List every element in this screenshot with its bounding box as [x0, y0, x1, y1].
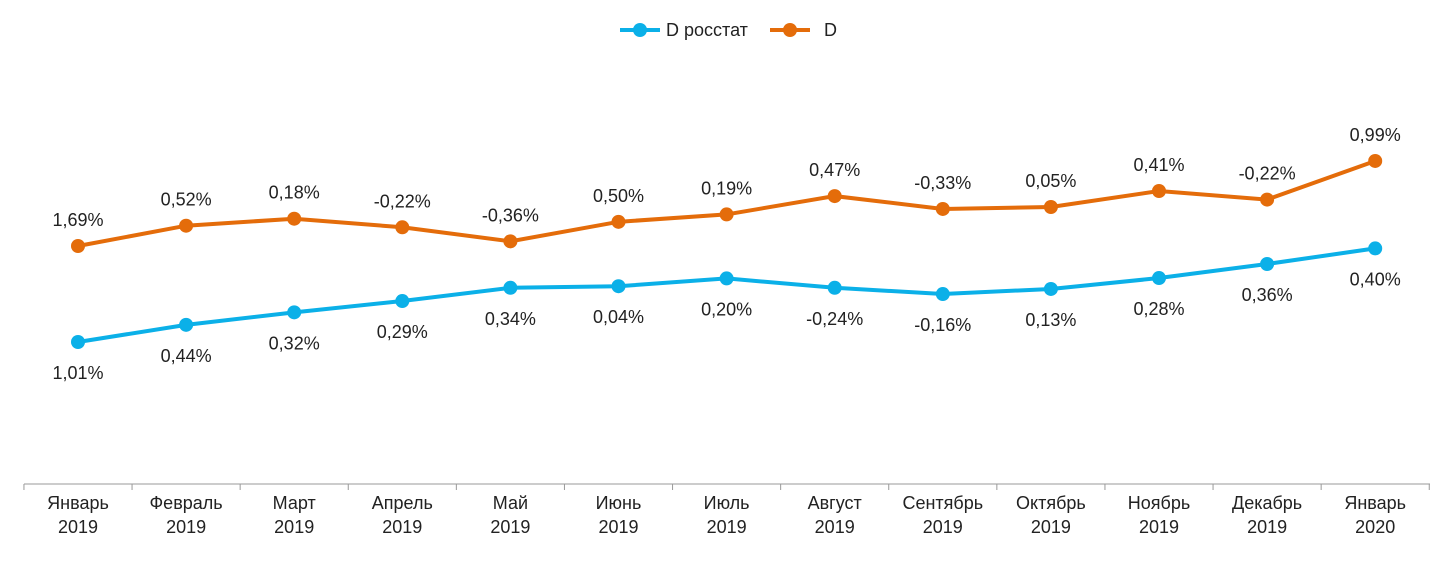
- data-label: 0,28%: [1133, 299, 1184, 319]
- data-point: [935, 201, 950, 216]
- data-point: [1043, 281, 1058, 296]
- x-tick-label-month: Март: [273, 493, 316, 513]
- x-tick-label-month: Октябрь: [1016, 493, 1086, 513]
- x-tick-label-year: 2019: [923, 517, 963, 537]
- data-point: [1260, 257, 1275, 271]
- x-tick-label-month: Январь: [1344, 493, 1406, 513]
- data-point: [503, 234, 518, 249]
- x-tick-label-month: Ноябрь: [1128, 493, 1190, 513]
- data-label: -0,24%: [806, 309, 863, 329]
- data-label: 0,40%: [1350, 269, 1401, 289]
- data-point: [71, 335, 85, 349]
- data-label: 0,32%: [269, 333, 320, 353]
- data-point: [611, 279, 626, 294]
- x-tick-label-year: 2019: [1139, 517, 1179, 537]
- data-point: [1368, 153, 1383, 168]
- data-point: [395, 294, 410, 309]
- data-point: [71, 239, 85, 253]
- data-label: -0,16%: [914, 315, 971, 335]
- data-label: 0,19%: [701, 178, 752, 198]
- data-label: -0,33%: [914, 173, 971, 193]
- legend-label: D росстат: [666, 20, 748, 40]
- x-tick-label-year: 2019: [58, 517, 98, 537]
- data-point: [827, 280, 842, 295]
- x-tick-label-month: Апрель: [372, 493, 433, 513]
- legend-label: D: [824, 20, 837, 40]
- data-label: 0,50%: [593, 186, 644, 206]
- data-point: [287, 305, 302, 320]
- data-point: [179, 317, 194, 332]
- x-tick-label-year: 2019: [382, 517, 422, 537]
- data-point: [1260, 192, 1275, 207]
- x-tick-label-year: 2019: [166, 517, 206, 537]
- x-tick-label-year: 2019: [815, 517, 855, 537]
- data-label: 1,69%: [52, 210, 103, 230]
- legend-marker: [633, 23, 647, 37]
- x-tick-label-month: Декабрь: [1232, 493, 1302, 513]
- data-point: [719, 271, 734, 286]
- data-label: 0,44%: [161, 346, 212, 366]
- data-point: [1152, 271, 1166, 286]
- x-tick-label-year: 2019: [598, 517, 638, 537]
- data-point: [395, 220, 410, 235]
- data-point: [935, 287, 950, 302]
- data-point: [287, 211, 302, 226]
- x-tick-label-month: Февраль: [150, 493, 223, 513]
- data-label: 0,36%: [1242, 285, 1293, 305]
- data-label: 1,01%: [52, 363, 103, 383]
- x-tick-label-year: 2019: [707, 517, 747, 537]
- x-tick-label-year: 2019: [490, 517, 530, 537]
- data-point: [503, 280, 518, 295]
- data-point: [611, 214, 626, 229]
- x-tick-label-month: Июнь: [596, 493, 642, 513]
- data-label: 0,47%: [809, 160, 860, 180]
- data-label: 0,34%: [485, 309, 536, 329]
- x-tick-label-month: Июль: [704, 493, 750, 513]
- x-tick-label-year: 2019: [1247, 517, 1287, 537]
- data-label: -0,22%: [1239, 164, 1296, 184]
- data-label: -0,22%: [374, 191, 431, 211]
- data-label: 0,13%: [1025, 310, 1076, 330]
- data-label: 0,18%: [269, 183, 320, 203]
- x-tick-label-month: Май: [493, 493, 528, 513]
- x-tick-label-month: Август: [808, 493, 862, 513]
- data-point: [1043, 200, 1058, 214]
- legend-marker: [783, 23, 797, 37]
- data-point: [1368, 241, 1383, 256]
- data-label: 0,99%: [1350, 125, 1401, 145]
- data-label: 0,52%: [161, 190, 212, 210]
- data-label: 0,05%: [1025, 171, 1076, 191]
- x-tick-label-year: 2020: [1355, 517, 1395, 537]
- data-label: 0,04%: [593, 307, 644, 327]
- data-label: 0,29%: [377, 322, 428, 342]
- data-point: [719, 207, 734, 222]
- data-point: [827, 189, 842, 204]
- data-point: [179, 218, 194, 233]
- series-line-0: [77, 246, 1376, 344]
- data-label: -0,36%: [482, 205, 539, 225]
- x-tick-label-year: 2019: [1031, 517, 1071, 537]
- data-label: 0,41%: [1133, 155, 1184, 175]
- x-tick-label-month: Январь: [47, 493, 109, 513]
- data-label: 0,20%: [701, 299, 752, 319]
- data-point: [1152, 184, 1166, 199]
- x-tick-label-year: 2019: [274, 517, 314, 537]
- x-tick-label-month: Сентябрь: [902, 493, 983, 513]
